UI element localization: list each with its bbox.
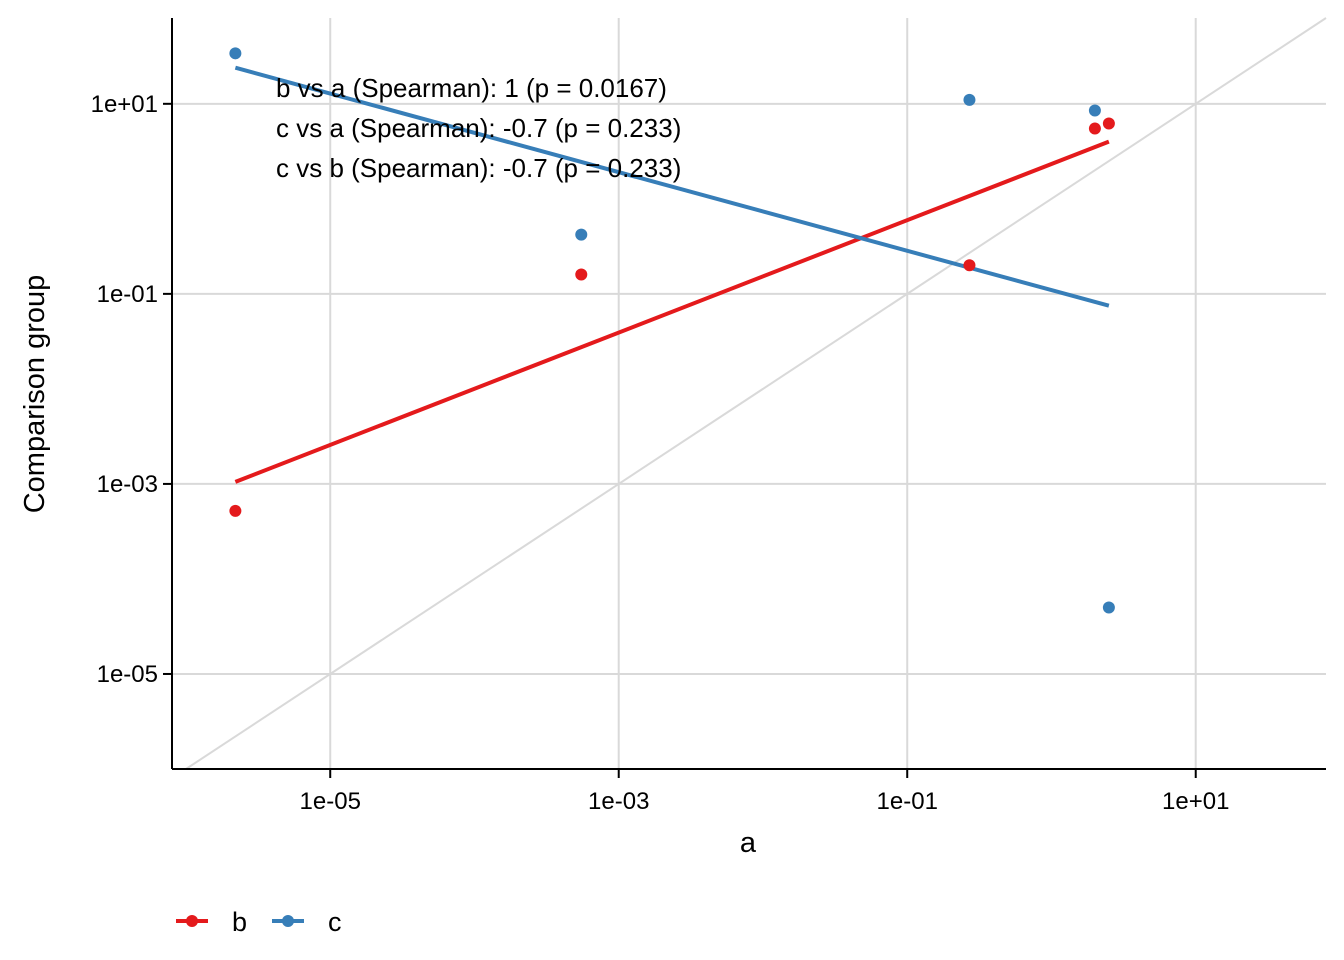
x-tick-label: 1e-05: [300, 788, 361, 815]
point-b: [1088, 122, 1101, 135]
y-tick-label: 1e-03: [97, 471, 158, 498]
x-tick-label: 1e-03: [588, 788, 649, 815]
grid-lines: [172, 18, 1326, 769]
legend-label-c: c: [328, 907, 342, 937]
point-b: [229, 504, 242, 517]
legend-key-point-b: [186, 915, 198, 927]
annotation-line: c vs b (Spearman): -0.7 (p = 0.233): [276, 153, 681, 183]
point-c: [575, 228, 588, 241]
point-c: [229, 47, 242, 60]
x-tick-label: 1e+01: [1162, 788, 1229, 815]
identity-line: [185, 17, 1327, 770]
point-c: [1088, 104, 1101, 117]
fit-line-c: [234, 65, 1110, 308]
point-b: [963, 259, 976, 272]
annotation-line: b vs a (Spearman): 1 (p = 0.0167): [276, 73, 667, 103]
y-axis-title: Comparison group: [19, 275, 51, 514]
axes: [171, 18, 1326, 770]
legend-label-b: b: [232, 907, 247, 937]
correlation-annotations: b vs a (Spearman): 1 (p = 0.0167) c vs a …: [276, 73, 681, 183]
point-b: [1102, 117, 1115, 130]
data-points: [229, 47, 1115, 614]
x-axis-title: a: [740, 827, 757, 859]
fit-lines: [234, 65, 1110, 484]
y-tick-label: 1e-01: [97, 281, 158, 308]
y-ticks: 1e-05 1e-03 1e-01 1e+01: [91, 91, 172, 688]
point-c: [1102, 601, 1115, 614]
legend-key-point-c: [282, 915, 294, 927]
x-tick-label: 1e-01: [877, 788, 938, 815]
y-tick-label: 1e-05: [97, 661, 158, 688]
annotation-line: c vs a (Spearman): -0.7 (p = 0.233): [276, 113, 681, 143]
point-b: [575, 268, 588, 281]
fit-line-b: [234, 139, 1110, 484]
y-tick-label: 1e+01: [91, 91, 158, 118]
x-ticks: 1e-05 1e-03 1e-01 1e+01: [300, 769, 1229, 815]
point-c: [963, 93, 976, 106]
